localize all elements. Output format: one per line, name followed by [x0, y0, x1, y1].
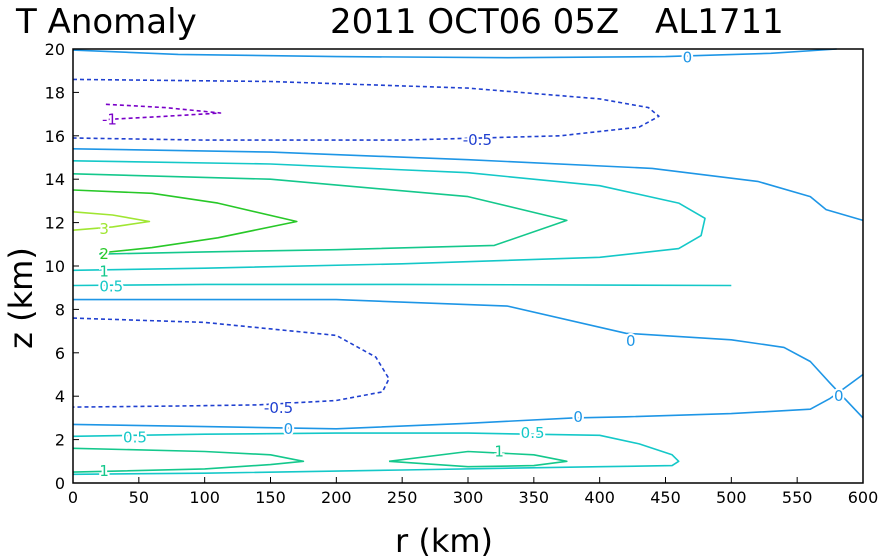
x-tick-label: 400 [584, 488, 615, 507]
y-tick-label: 0 [55, 474, 65, 493]
x-tick-label: 50 [129, 488, 149, 507]
contour-label: 0.5 [99, 278, 123, 296]
x-tick-label: 600 [848, 488, 879, 507]
contour-line [72, 48, 837, 59]
y-tick-label: 8 [55, 300, 65, 319]
chart-title: T Anomaly [15, 2, 197, 42]
y-tick-label: 6 [55, 344, 65, 363]
y-tick-label: 14 [45, 170, 65, 189]
contour-label: 0.5 [521, 424, 545, 442]
contour-line [72, 373, 864, 430]
chart-storm-id: AL1711 [655, 2, 784, 42]
chart-date: 2011 OCT06 05Z [330, 2, 619, 42]
contour-label: 0 [683, 49, 693, 67]
y-tick-label: 2 [55, 431, 65, 450]
y-axis-label: z (km) [2, 247, 40, 349]
contour-label: 1 [494, 443, 504, 461]
x-tick-label: 0 [68, 488, 78, 507]
x-tick-label: 200 [321, 488, 352, 507]
x-tick-label: 250 [387, 488, 418, 507]
contour-label: -0.5 [463, 131, 492, 149]
contour-label: 1 [99, 462, 109, 480]
x-tick-label: 500 [716, 488, 747, 507]
contour-line [388, 450, 568, 468]
y-tick-label: 16 [45, 127, 65, 146]
contour-label: -1 [102, 111, 117, 129]
contour-label: -0.5 [264, 399, 293, 417]
x-axis-ticks: 0 50 100 150 200 250 300 350 400 450 500 550 600 [68, 477, 878, 507]
y-axis-ticks: 0 2 4 6 8 10 12 14 16 18 20 [45, 40, 79, 493]
contour-label: 0 [834, 387, 844, 405]
contour-label: 0 [626, 332, 636, 350]
x-tick-label: 350 [519, 488, 550, 507]
contour-label: 0.5 [123, 428, 147, 446]
contour-line [72, 317, 390, 408]
contour-line [72, 211, 151, 231]
contour-label: 1 [99, 262, 109, 280]
contour-line [72, 447, 305, 473]
x-tick-label: 100 [189, 488, 220, 507]
contour-lines [72, 48, 864, 476]
y-tick-label: 4 [55, 387, 65, 406]
x-tick-label: 550 [782, 488, 813, 507]
contour-line [72, 432, 680, 476]
contour-line [72, 160, 706, 272]
y-tick-label: 20 [45, 40, 65, 59]
contour-label: 3 [99, 220, 109, 238]
y-tick-label: 10 [45, 257, 65, 276]
y-tick-label: 18 [45, 83, 65, 102]
contour-label: 0 [284, 420, 294, 438]
contour-label: 0 [573, 408, 583, 426]
contour-line [73, 298, 864, 419]
contour-line [72, 148, 864, 222]
x-tick-label: 150 [255, 488, 286, 507]
y-tick-label: 12 [45, 214, 65, 233]
x-axis-label: r (km) [395, 522, 493, 558]
contour-line [72, 283, 732, 287]
contour-label: 2 [99, 245, 109, 263]
contour-line [72, 189, 298, 254]
contour-line [105, 103, 222, 121]
x-tick-label: 300 [453, 488, 484, 507]
contour-line [72, 173, 568, 255]
x-tick-label: 450 [650, 488, 681, 507]
contour-line [72, 78, 660, 141]
